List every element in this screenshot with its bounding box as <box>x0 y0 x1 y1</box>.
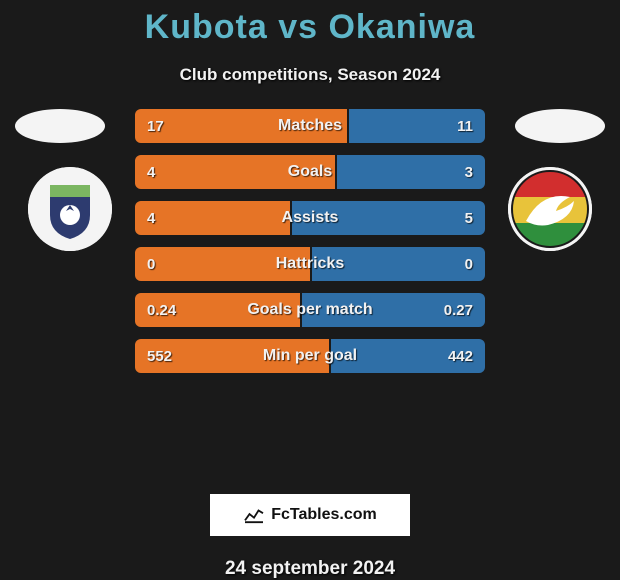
stat-label: Assists <box>135 201 485 235</box>
stat-label: Goals <box>135 155 485 189</box>
page-subtitle: Club competitions, Season 2024 <box>180 65 441 85</box>
crest-left-svg <box>28 167 112 251</box>
stat-row: 00Hattricks <box>135 247 485 281</box>
flag-left <box>15 109 105 143</box>
comparison-panel: 1711Matches 43Goals 45Assists 00Hattricks 0.… <box>0 109 620 488</box>
stat-row: 43Goals <box>135 155 485 189</box>
stat-row: 552442Min per goal <box>135 339 485 373</box>
chart-icon <box>243 506 265 524</box>
stat-row: 0.240.27Goals per match <box>135 293 485 327</box>
brand-box: FcTables.com <box>210 494 410 536</box>
crest-right-svg <box>508 167 592 251</box>
stat-label: Matches <box>135 109 485 143</box>
stat-label: Hattricks <box>135 247 485 281</box>
stat-rows: 1711Matches 43Goals 45Assists 00Hattricks 0.… <box>135 109 485 385</box>
flag-right <box>515 109 605 143</box>
crest-left <box>28 167 112 251</box>
stat-label: Min per goal <box>135 339 485 373</box>
stat-row: 45Assists <box>135 201 485 235</box>
stat-row: 1711Matches <box>135 109 485 143</box>
crest-right <box>508 167 592 251</box>
stat-label: Goals per match <box>135 293 485 327</box>
date-label: 24 september 2024 <box>225 558 395 580</box>
brand-label: FcTables.com <box>271 506 377 524</box>
page-title: Kubota vs Okaniwa <box>145 8 476 47</box>
